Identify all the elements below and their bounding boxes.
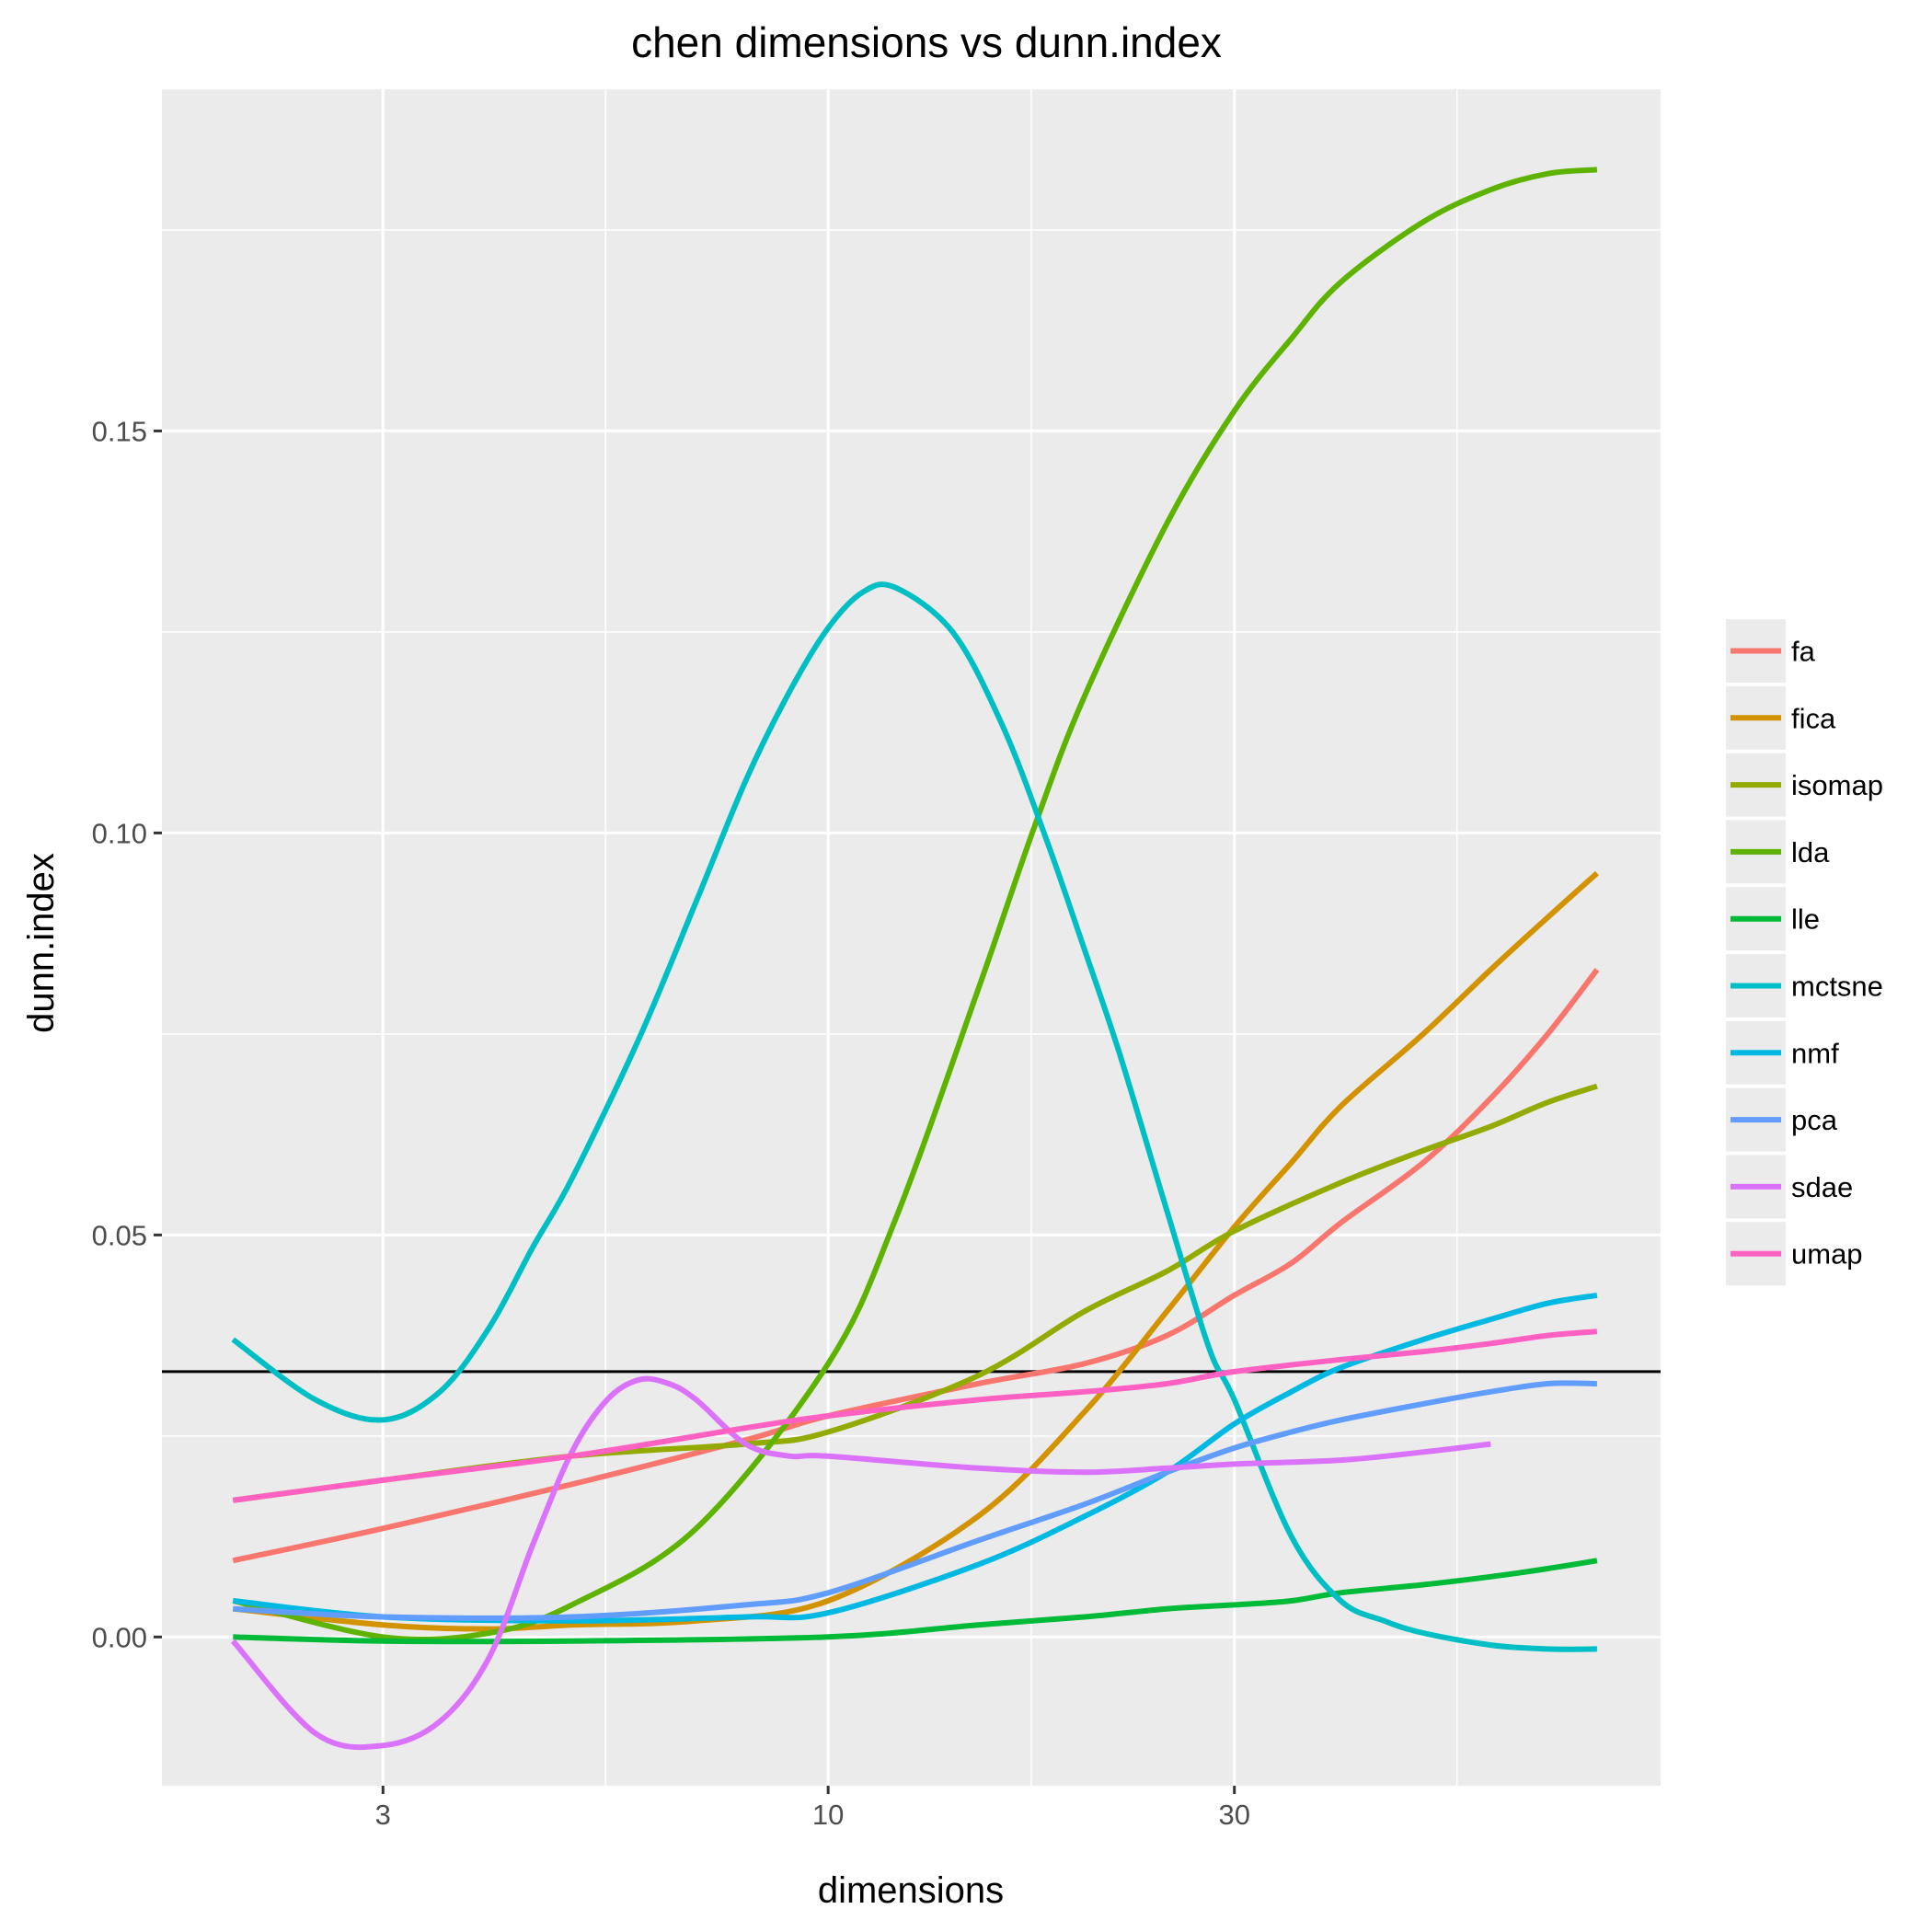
legend-label-isomap: isomap — [1791, 769, 1883, 801]
legend-label-mctsne: mctsne — [1791, 971, 1883, 1003]
grid-major — [162, 89, 1661, 1786]
legend-label-sdae: sdae — [1791, 1171, 1853, 1203]
series-line-lle — [233, 1558, 1598, 1645]
y-tick-label: 0.00 — [92, 1621, 147, 1653]
series-line-mctsne — [231, 581, 1597, 1652]
y-tick-label: 0.05 — [92, 1219, 147, 1251]
series-line-pca — [233, 1380, 1597, 1621]
plot-panel — [162, 89, 1661, 1786]
y-tick-label: 0.10 — [92, 817, 147, 849]
chart-title: chen dimensions vs dunn.index — [631, 18, 1222, 66]
grid-minor — [162, 89, 1661, 1786]
y-axis-title: dunn.index — [21, 853, 62, 1033]
x-tick-label: 30 — [1218, 1799, 1249, 1831]
legend-label-fica: fica — [1791, 702, 1836, 734]
x-tick-label: 3 — [375, 1799, 391, 1831]
legend-label-fa: fa — [1791, 636, 1816, 668]
legend-label-nmf: nmf — [1791, 1037, 1839, 1069]
series-line-nmf — [232, 1292, 1598, 1624]
legend: fa fica isomap lda lle mctsne nmf pca sdae umap — [1726, 619, 1883, 1286]
legend-label-lda: lda — [1791, 836, 1830, 868]
series-line-lda — [232, 167, 1598, 1643]
legend-label-umap: umap — [1791, 1238, 1863, 1271]
x-tick-label: 10 — [812, 1799, 844, 1831]
series-line-umap — [232, 1328, 1598, 1503]
legend-label-lle: lle — [1791, 903, 1820, 936]
y-axis: 0.00 0.05 0.10 0.15 — [92, 415, 162, 1653]
series-line-fa — [232, 968, 1600, 1564]
series-line-sdae — [231, 1375, 1491, 1751]
y-tick-label: 0.15 — [92, 415, 147, 447]
series-layer — [231, 167, 1600, 1751]
legend-label-pca: pca — [1791, 1104, 1838, 1136]
x-axis: 3 10 30 — [375, 1786, 1250, 1831]
x-axis-title: dimensions — [818, 1870, 1004, 1911]
